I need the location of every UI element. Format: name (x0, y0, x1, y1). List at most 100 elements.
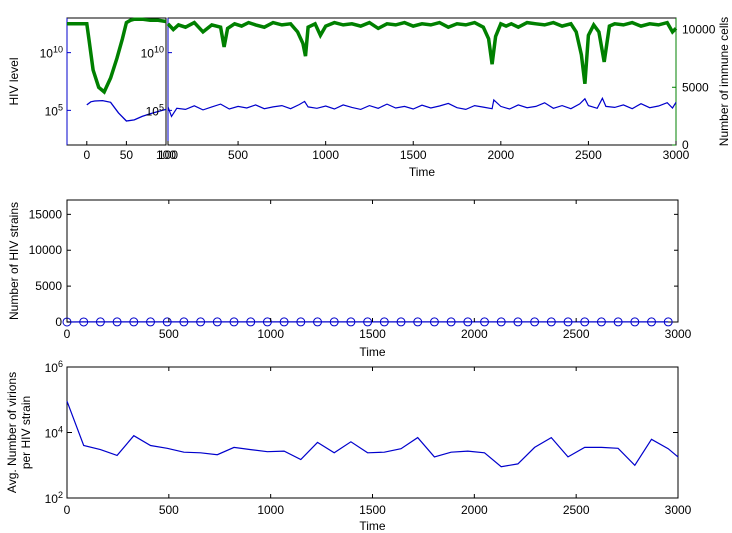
x-tick-label: 3000 (665, 327, 692, 341)
right-y-tick-label: 0 (682, 138, 689, 152)
data-point-marker (246, 317, 256, 327)
data-point-marker (446, 317, 456, 327)
x-tick-label: 0 (64, 503, 71, 517)
data-point-marker (429, 317, 439, 327)
tick-label-exponent: 10 (53, 45, 63, 55)
data-point-marker (162, 317, 172, 327)
avg-virions-line (66, 400, 679, 468)
data-point-marker (262, 317, 272, 327)
x-tick-label: 2000 (461, 327, 488, 341)
y-tick-label: 104 (45, 425, 63, 441)
data-point-marker (596, 317, 606, 327)
x-tick-label: 500 (228, 148, 248, 162)
x-tick-label: 500 (159, 327, 179, 341)
data-point-marker (329, 317, 339, 327)
data-point-marker (513, 317, 523, 327)
data-point-marker (112, 317, 122, 327)
inset-hiv-level-line (86, 99, 167, 122)
panel-top-right: 100 500 1000 1500 2000 2500 3000Time1051010050… (141, 17, 731, 179)
x-tick-label: 1500 (400, 148, 427, 162)
data-point-marker (212, 317, 222, 327)
tick-label-base: 10 (45, 104, 59, 118)
x-tick-label: 2500 (575, 148, 602, 162)
x-tick-label: 1500 (359, 327, 386, 341)
data-point-marker (480, 317, 490, 327)
x-axis-label: Time (359, 519, 386, 533)
y-tick-label: 106 (45, 359, 63, 375)
data-point-marker (196, 317, 206, 327)
panel-middle: 0 500 1000 1500 2000 2500 3000 Time 0 5000 10000 15… (7, 199, 692, 359)
data-point-marker (647, 317, 657, 327)
tick-label-exponent: 2 (58, 490, 63, 500)
y-tick-label: 1010 (40, 45, 63, 61)
immune-cells-line (166, 20, 678, 85)
inset-immune-cells-line (67, 17, 167, 95)
y-tick-label: 15000 (29, 207, 63, 221)
tick-label-exponent: 4 (58, 425, 63, 435)
x-tick-label: 1000 (312, 148, 339, 162)
panel-bottom: 0 500 1000 1500 2000 2500 3000Time102104106Avg… (5, 359, 692, 533)
data-point-marker (530, 317, 540, 327)
tick-label-base: 10 (141, 47, 155, 61)
y-tick-label: 102 (45, 490, 63, 506)
y-axis-label-line-2: per HIV strain (19, 396, 33, 469)
x-tick-label: 0 (64, 327, 71, 341)
tick-label-exponent: 5 (58, 102, 63, 112)
tick-label-base: 10 (45, 427, 59, 441)
data-point-marker (413, 317, 423, 327)
data-point-marker (496, 317, 506, 327)
y-axis-label-line-1: Avg. Number of virions (5, 372, 19, 493)
tick-label-exponent: 6 (58, 359, 63, 369)
x-tick-label: 1000 (257, 327, 284, 341)
hiv-level-line (167, 96, 677, 118)
y-tick-label: 5000 (35, 279, 62, 293)
data-point-marker (379, 317, 389, 327)
x-tick-label: 2000 (487, 148, 514, 162)
x-tick-label: 2000 (461, 503, 488, 517)
data-point-marker (580, 317, 590, 327)
data-point-marker (663, 317, 673, 327)
data-point-marker (546, 317, 556, 327)
y-tick-label: 105 (146, 102, 164, 118)
x-tick-label: 1000 (257, 503, 284, 517)
x-tick-label: 500 (159, 503, 179, 517)
data-point-marker (346, 317, 356, 327)
y-axis-label: Number of HIV strains (7, 202, 21, 320)
right-y-tick-label: 5000 (682, 80, 709, 94)
x-tick-label: 50 (120, 148, 134, 162)
y-tick-label: 0 (55, 315, 62, 329)
data-point-marker (279, 317, 289, 327)
data-point-marker (563, 317, 573, 327)
data-point-marker (95, 317, 105, 327)
right-y-tick-label: 10000 (682, 23, 716, 37)
inset-axes-frame (66, 17, 167, 146)
data-point-marker (79, 317, 89, 327)
x-tick-label: 1500 (359, 503, 386, 517)
axes-frame (66, 199, 679, 323)
tick-label-base: 10 (45, 361, 59, 375)
data-point-marker (179, 317, 189, 327)
data-point-marker (146, 317, 156, 327)
data-point-marker (229, 317, 239, 327)
data-point-marker (396, 317, 406, 327)
x-tick-label: 2500 (563, 327, 590, 341)
x-tick-label: 3000 (663, 148, 690, 162)
axes-frame (66, 366, 679, 499)
tick-label-base: 10 (40, 47, 54, 61)
data-point-marker (313, 317, 323, 327)
x-tick-label: 100 (158, 148, 178, 162)
y-tick-label: 105 (45, 102, 63, 118)
tick-label-exponent: 10 (154, 45, 164, 55)
y-axis-label: HIV level (7, 57, 21, 105)
x-tick-label: 2500 (563, 503, 590, 517)
x-axis-label: Time (359, 345, 386, 359)
x-tick-label: 3000 (665, 503, 692, 517)
tick-label-exponent: 5 (159, 102, 164, 112)
x-tick-label: 0 (83, 148, 90, 162)
data-point-marker (129, 317, 139, 327)
y-tick-label: 10000 (29, 243, 63, 257)
x-tick-label: 100 (156, 148, 176, 162)
right-y-axis-label: Number of immune cells (717, 17, 731, 146)
